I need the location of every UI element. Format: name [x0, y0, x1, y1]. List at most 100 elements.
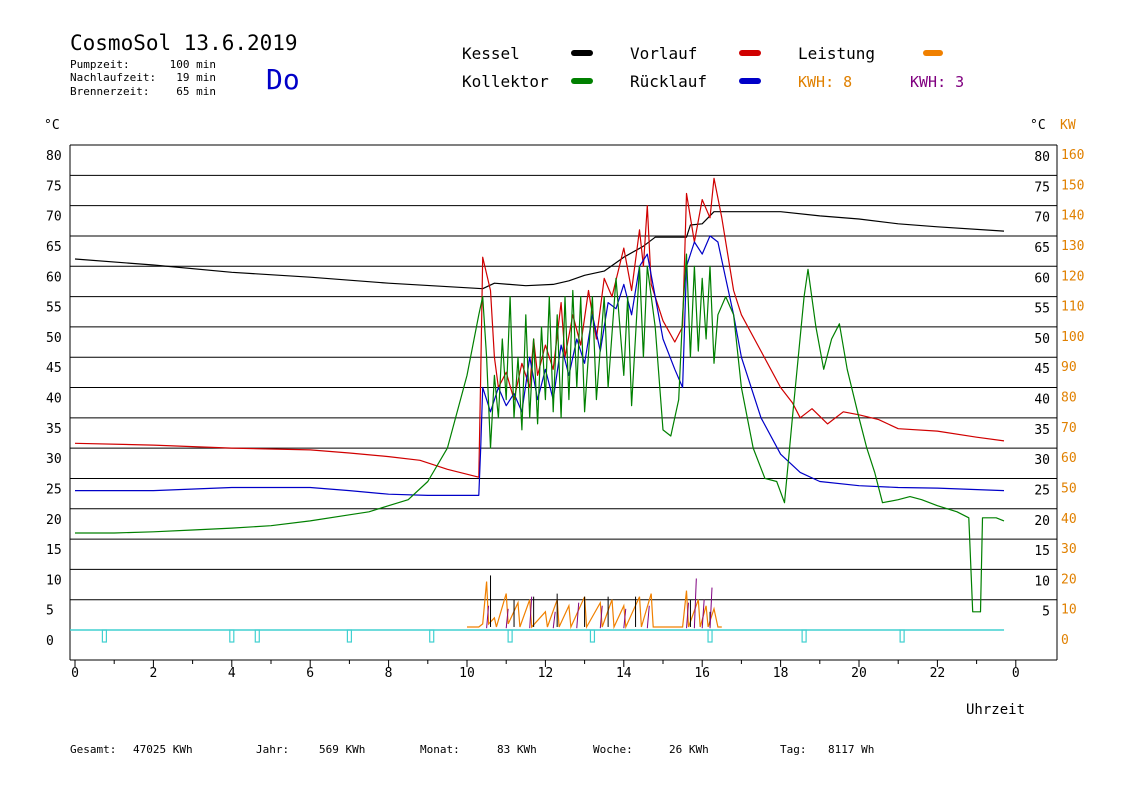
y-tick-label-right-5: 5 — [1042, 605, 1050, 620]
footer-value-monat: 83 KWh — [497, 743, 537, 756]
y-tick-label-right-50: 50 — [1034, 332, 1050, 347]
y-tick-label-left-60: 60 — [46, 270, 62, 285]
y2-tick-label-60: 120 — [1061, 269, 1084, 284]
y-tick-label-left-25: 25 — [46, 482, 62, 497]
y-tick-label-left-55: 55 — [46, 301, 62, 316]
y-tick-label-left-70: 70 — [46, 210, 62, 225]
spike-purple-11 — [709, 587, 713, 629]
y-tick-label-left-0: 0 — [46, 634, 54, 649]
y2-tick-label-80: 160 — [1061, 148, 1084, 163]
x-tick-label-0: 0 — [71, 666, 79, 681]
y-tick-label-right-35: 35 — [1034, 423, 1050, 438]
y-tick-label-right-25: 25 — [1034, 483, 1050, 498]
x-tick-label-2: 4 — [228, 666, 236, 681]
y-tick-label-right-80: 80 — [1034, 150, 1050, 165]
info-label-2: Brennerzeit: — [70, 85, 149, 98]
y-tick-label-left-30: 30 — [46, 452, 62, 467]
y2-tick-label-20: 40 — [1061, 512, 1077, 527]
x-tick-label-9: 18 — [773, 666, 789, 681]
y-tick-label-right-45: 45 — [1034, 362, 1050, 377]
y-tick-label-right-10: 10 — [1034, 574, 1050, 589]
y-tick-label-left-65: 65 — [46, 240, 62, 255]
footer-value-tag: 8117 Wh — [828, 743, 874, 756]
y2-tick-label-40: 80 — [1061, 391, 1077, 406]
y2-tick-label-75: 150 — [1061, 178, 1084, 193]
y-tick-label-right-40: 40 — [1034, 393, 1050, 408]
info-value-0: 100 min — [170, 58, 216, 71]
info-value-1: 19 min — [176, 71, 216, 84]
legend-label-leistung: Leistung — [798, 44, 875, 63]
pump-marker-2 — [254, 629, 260, 643]
y2-tick-label-50: 100 — [1061, 330, 1084, 345]
y2-tick-label-25: 50 — [1061, 481, 1077, 496]
footer-value-gesamt: 47025 KWh — [133, 743, 193, 756]
y-tick-label-left-45: 45 — [46, 361, 62, 376]
y2-tick-label-0: 0 — [1061, 633, 1069, 648]
y-tick-label-left-15: 15 — [46, 543, 62, 558]
series-line-leistung — [467, 581, 722, 630]
series-lines — [70, 177, 1005, 643]
series-line-2 — [75, 235, 1005, 496]
y-tick-label-right-55: 55 — [1034, 302, 1050, 317]
legend-label-kessel: Kessel — [462, 44, 520, 63]
info-value-2: 65 min — [176, 85, 216, 98]
pump-marker-5 — [507, 629, 513, 643]
y-tick-label-left-10: 10 — [46, 573, 62, 588]
spike-purple-10 — [701, 599, 705, 629]
footer-label-gesamt: Gesamt: — [70, 743, 116, 756]
footer-value-woche: 26 KWh — [669, 743, 709, 756]
y-axis-label-left: °C — [44, 118, 60, 133]
spike-purple-4 — [576, 602, 580, 629]
footer-label-woche: Woche: — [593, 743, 633, 756]
y2-axis-label: KW — [1060, 118, 1076, 133]
y2-tick-label-35: 70 — [1061, 421, 1077, 436]
series-line-3 — [75, 253, 1005, 613]
legend-label-kollektor: Kollektor — [462, 72, 549, 91]
y-axis-label-right: °C — [1030, 118, 1046, 133]
y-tick-label-left-80: 80 — [46, 149, 62, 164]
y-tick-label-left-5: 5 — [46, 604, 54, 619]
y-tick-label-left-75: 75 — [46, 179, 62, 194]
footer-label-tag: Tag: — [780, 743, 807, 756]
pump-marker-3 — [346, 629, 352, 643]
y-tick-label-left-50: 50 — [46, 331, 62, 346]
y2-tick-label-65: 130 — [1061, 239, 1084, 254]
x-tick-label-3: 6 — [306, 666, 314, 681]
x-tick-label-1: 2 — [149, 666, 157, 681]
spike-purple-9 — [693, 578, 697, 629]
spike-purple-7 — [646, 605, 650, 629]
series-line-0 — [74, 211, 1005, 290]
kwh-value-orange: KWH: 8 — [798, 73, 852, 91]
y2-tick-label-15: 30 — [1061, 542, 1077, 557]
y-tick-label-right-75: 75 — [1034, 180, 1050, 195]
pump-marker-1 — [229, 629, 235, 643]
y-tick-label-right-20: 20 — [1034, 514, 1050, 529]
spike-purple-5 — [599, 605, 603, 629]
axis-ticks — [74, 660, 1017, 667]
spike-purple-6 — [623, 608, 627, 629]
y2-tick-label-70: 140 — [1061, 209, 1084, 224]
pump-marker-8 — [801, 629, 807, 643]
pump-marker-7 — [707, 629, 713, 643]
info-label-0: Pumpzeit: — [70, 58, 130, 71]
legend-label-vorlauf: Vorlauf — [630, 44, 697, 63]
y-tick-label-left-40: 40 — [46, 392, 62, 407]
y-tick-label-right-15: 15 — [1034, 544, 1050, 559]
footer-label-monat: Monat: — [420, 743, 460, 756]
y2-tick-label-45: 90 — [1061, 360, 1077, 375]
x-tick-label-8: 16 — [694, 666, 710, 681]
y-tick-label-left-35: 35 — [46, 422, 62, 437]
chart-title: CosmoSol 13.6.2019 — [70, 31, 298, 55]
spike-purple-1 — [505, 608, 509, 629]
pump-marker-0 — [101, 629, 108, 643]
footer-value-jahr: 569 KWh — [319, 743, 365, 756]
y2-tick-label-5: 10 — [1061, 603, 1077, 618]
spike-purple-8 — [686, 602, 689, 629]
x-tick-label-5: 10 — [459, 666, 475, 681]
series-line-1 — [74, 177, 1005, 478]
pump-marker-6 — [589, 629, 596, 643]
x-tick-label-4: 8 — [385, 666, 393, 681]
y2-tick-label-55: 110 — [1061, 300, 1084, 315]
